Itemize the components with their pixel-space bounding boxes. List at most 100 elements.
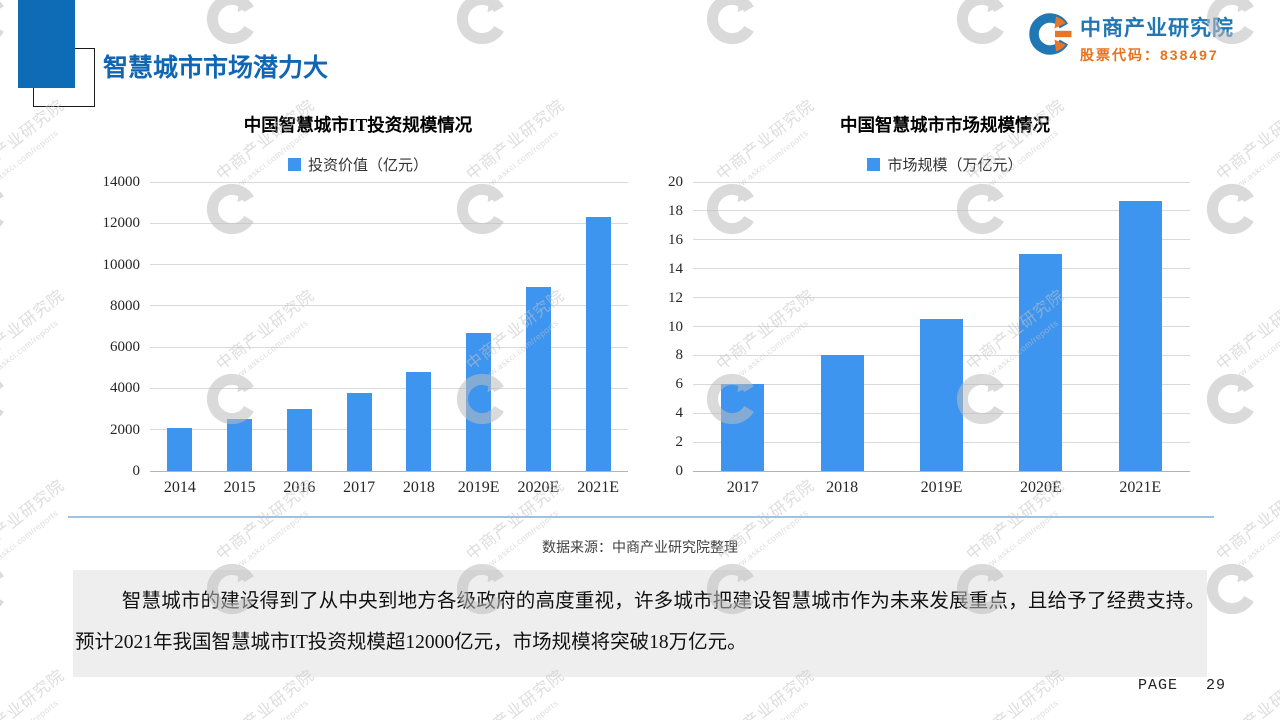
bar-2014 [167, 427, 193, 471]
bar-2021E [1118, 200, 1162, 471]
plot-area-right: 0 2 4 6 8 10 12 14 16 18 20 2017 2018 2019E 2020E 2021E [668, 174, 1190, 496]
brand-logo: 中商产业研究院 股票代码：838497 [1028, 12, 1234, 65]
y-axis-tick-label: 2 [675, 434, 684, 451]
chart-title-right: 中国智慧城市市场规模情况 [840, 115, 1050, 135]
brand-logo-icon [1029, 13, 1072, 55]
legend-swatch-icon [867, 158, 881, 171]
watermark-logo-icon [0, 182, 9, 236]
source-note: 数据来源：中商产业研究院整理 [542, 541, 738, 556]
x-axis-tick-label: 2019E [457, 479, 500, 496]
bar-2019E [466, 332, 492, 471]
watermark-logo-icon [0, 562, 9, 616]
gridline [150, 181, 628, 183]
legend-swatch-icon [287, 158, 301, 171]
bar-2015 [227, 419, 253, 471]
y-axis-tick-label: 18 [668, 202, 683, 219]
watermark-logo-icon [0, 372, 9, 426]
y-axis-tick-label: 14000 [102, 174, 141, 190]
x-axis-tick-label: 2021E [577, 479, 620, 496]
bar-2018 [820, 355, 864, 471]
y-axis-tick-label: 0 [132, 463, 141, 479]
gridline [693, 210, 1190, 212]
gridline [693, 181, 1190, 183]
brand-text-block: 中商产业研究院 股票代码：838497 [1080, 12, 1234, 65]
gridline [150, 387, 628, 389]
legend-label: 投资价值（亿元） [307, 158, 428, 174]
y-axis-tick-label: 8 [675, 347, 684, 364]
plot-area-left: 0 2000 4000 6000 8000 10000 12000 14000 2014 2015… [103, 174, 628, 496]
page-label: PAGE [1138, 677, 1179, 694]
watermark-logo-icon [0, 0, 9, 46]
gridline [150, 305, 628, 307]
brand-stock-code: 股票代码：838497 [1080, 47, 1219, 63]
brand-name: 中商产业研究院 [1080, 17, 1234, 40]
x-axis-tick-label: 2018 [402, 479, 435, 496]
legend-label: 市场规模（万亿元） [887, 158, 1023, 174]
y-axis-tick-label: 0 [675, 463, 684, 479]
page-title: 智慧城市市场潜力大 [103, 54, 329, 82]
gridline [693, 268, 1190, 270]
chart-title-left: 中国智慧城市IT投资规模情况 [243, 115, 473, 135]
bar-2020E [525, 287, 551, 471]
y-axis-tick-label: 8000 [110, 297, 140, 314]
gridline [693, 297, 1190, 299]
x-axis-tick-label: 2014 [163, 479, 196, 496]
y-axis-tick-label: 4000 [110, 380, 140, 397]
watermark-logo-icon [455, 0, 509, 46]
y-axis-tick-label: 12 [668, 289, 683, 306]
gridline [150, 222, 628, 224]
x-axis-tick-label: 2021E [1119, 479, 1162, 496]
bar-2017 [346, 392, 372, 471]
chart-legend-left: 投资价值（亿元） [80, 154, 636, 175]
bar-2016 [286, 409, 312, 471]
watermark-logo-icon [705, 0, 759, 46]
y-axis-tick-label: 2000 [110, 421, 140, 438]
summary-paragraph: 智慧城市的建设得到了从中央到地方各级政府的高度重视，许多城市把建设智慧城市作为未… [73, 570, 1207, 678]
gridline [150, 429, 628, 431]
header-accent-square [18, 0, 75, 88]
x-axis-tick-label: 2017 [343, 479, 376, 496]
x-axis-tick-label: 2020E [517, 479, 560, 496]
y-axis-tick-label: 10000 [102, 256, 141, 273]
y-axis-tick-label: 6 [675, 376, 684, 393]
chart-market-size: 中国智慧城市市场规模情况 市场规模（万亿元） 0 2 4 6 8 10 12 14 16 18 20… [665, 110, 1225, 512]
chart-it-investment: 中国智慧城市IT投资规模情况 投资价值（亿元） 0 2000 4000 6000 800… [80, 110, 636, 512]
x-axis-line [150, 470, 628, 472]
page-value: 29 [1206, 677, 1227, 694]
bar-2017 [721, 384, 765, 471]
divider-line [68, 516, 1214, 518]
watermark-logo-icon [205, 0, 259, 46]
watermark-logo-icon [1205, 562, 1259, 616]
gridline [150, 264, 628, 266]
x-axis-tick-label: 2020E [1019, 479, 1062, 496]
gridline [150, 346, 628, 348]
y-axis-tick-label: 10 [668, 318, 683, 335]
gridline [693, 239, 1190, 241]
y-axis-tick-label: 16 [668, 231, 683, 248]
y-axis-tick-label: 14 [668, 260, 683, 277]
bar-2019E [920, 319, 963, 471]
x-axis-line [693, 470, 1190, 472]
bar-2020E [1019, 254, 1063, 471]
bar-2018 [406, 371, 432, 471]
x-axis-tick-label: 2016 [283, 479, 316, 496]
chart-legend-right: 市场规模（万亿元） [665, 154, 1225, 175]
page-number: PAGE 29 [1138, 677, 1226, 694]
